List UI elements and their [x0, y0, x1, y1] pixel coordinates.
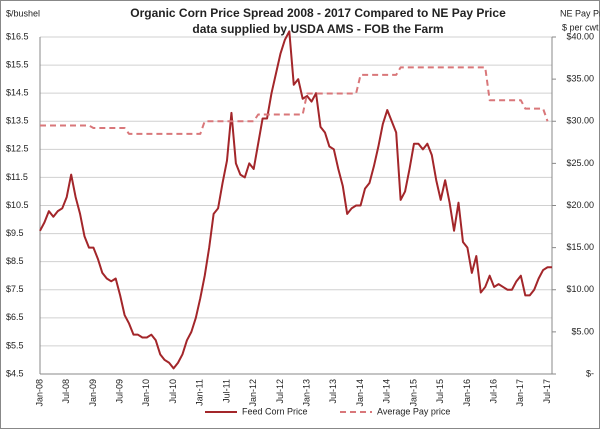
x-tick-label: Jul-15	[435, 379, 445, 404]
legend-label: Average Pay price	[377, 406, 450, 416]
y-tick-label: $7.5	[6, 284, 24, 294]
y2-axis-label: NE Pay Price	[560, 8, 600, 18]
y2-tick-label: $35.00	[566, 74, 594, 84]
y-tick-label: $14.5	[6, 88, 29, 98]
x-tick-label: Jan-12	[248, 379, 258, 407]
x-tick-label: Jan-11	[195, 379, 205, 406]
y2-tick-label: $15.00	[566, 242, 594, 252]
x-tick-label: Jan-16	[462, 379, 472, 407]
x-tick-label: Jul-10	[168, 379, 178, 404]
y-tick-label: $5.5	[6, 340, 24, 350]
x-tick-label: Jan-10	[141, 379, 151, 407]
y2-tick-label: $20.00	[566, 200, 594, 210]
x-tick-label: Jul-17	[542, 379, 552, 404]
x-tick-label: Jan-17	[515, 379, 525, 407]
y-tick-label: $8.5	[6, 256, 24, 266]
x-tick-label: Jul-11	[221, 379, 231, 403]
y2-tick-label: $25.00	[566, 158, 594, 168]
series-line	[39, 30, 552, 370]
y-tick-label: $16.5	[6, 31, 29, 41]
x-tick-label: Jul-09	[115, 379, 125, 404]
y-tick-label: $12.5	[6, 144, 29, 154]
x-tick-label: Jul-08	[61, 379, 71, 404]
y2-tick-label: $30.00	[566, 116, 594, 126]
y2-tick-label: $10.00	[566, 284, 594, 294]
x-tick-label: Jul-12	[275, 379, 285, 404]
x-tick-label: Jan-13	[302, 379, 312, 407]
y-tick-label: $9.5	[6, 228, 24, 238]
series-line	[40, 66, 549, 135]
x-tick-label: Jan-15	[408, 379, 418, 407]
y-axis-label: $/bushel	[6, 8, 40, 18]
y2-tick-label: $40.00	[566, 31, 594, 41]
y-tick-label: $11.5	[6, 172, 28, 182]
y2-tick-label: $-	[586, 368, 594, 378]
x-tick-label: Jul-14	[382, 379, 392, 404]
y-tick-label: $10.5	[6, 200, 29, 210]
y2-tick-label: $5.00	[571, 326, 594, 336]
legend-label: Feed Corn Price	[242, 406, 308, 416]
x-tick-label: Jul-13	[328, 379, 338, 404]
x-tick-label: Jan-09	[88, 379, 98, 407]
chart-subtitle: data supplied by USDA AMS - FOB the Farm	[192, 22, 443, 36]
y-tick-label: $6.5	[6, 312, 24, 322]
x-tick-label: Jul-16	[488, 379, 498, 404]
y2-axis-label: $ per cwt	[562, 22, 599, 32]
y-tick-label: $15.5	[6, 59, 29, 69]
chart-title: Organic Corn Price Spread 2008 - 2017 Co…	[130, 6, 506, 20]
y-tick-label: $13.5	[6, 116, 29, 126]
x-tick-label: Jan-08	[34, 379, 44, 407]
y-tick-label: $4.5	[6, 368, 24, 378]
x-tick-label: Jan-14	[355, 379, 365, 407]
